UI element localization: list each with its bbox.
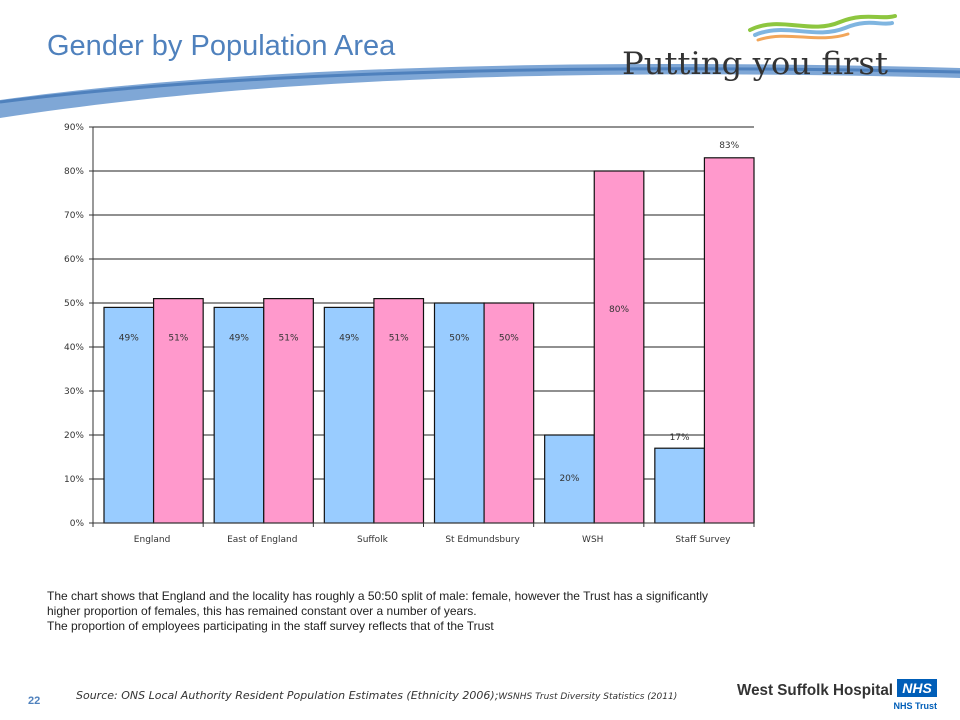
data-label: 50% [449, 333, 469, 343]
bar [152, 298, 204, 524]
data-label: 50% [499, 333, 519, 343]
y-axis-ticks: 0% 10% 20% 30% 40% 50% 60% 70% 80% 90% [64, 123, 93, 529]
gender-bar-chart: 0% 10% 20% 30% 40% 50% 60% 70% 80% 90% 49% 51% 49% 5… [64, 123, 755, 545]
y-tick-label: 50% [64, 299, 84, 309]
nhs-badge-text: NHS [902, 680, 932, 696]
y-tick-label: 90% [64, 123, 84, 133]
y-tick-label: 80% [64, 167, 84, 177]
x-category-label: WSH [582, 535, 603, 545]
bar [654, 447, 706, 524]
source-small: WSNHS Trust Diversity Statistics (2011) [498, 692, 678, 702]
y-tick-label: 60% [64, 255, 84, 265]
nhs-trust-text: NHS Trust [893, 701, 937, 711]
data-label: 80% [609, 305, 629, 315]
x-category-label: East of England [227, 535, 297, 545]
page-number: 22 [28, 695, 41, 707]
summary-line-2: The proportion of employees participatin… [47, 619, 494, 633]
bar [373, 298, 425, 524]
bar [703, 157, 755, 524]
putting-you-first-logo: Putting you first [622, 14, 897, 82]
nhs-badge [897, 679, 937, 697]
x-category-label: Suffolk [357, 535, 389, 545]
x-category-label: England [134, 535, 171, 545]
data-label: 51% [389, 333, 409, 343]
brand-logo-text: Putting you first [622, 46, 889, 82]
bar-series-2 [152, 157, 755, 524]
data-label: 51% [168, 333, 188, 343]
data-label: 49% [119, 333, 139, 343]
y-tick-label: 40% [64, 343, 84, 353]
x-category-label: Staff Survey [675, 535, 731, 545]
west-suffolk-hospital-logo: West Suffolk Hospital NHS NHS Trust [737, 679, 937, 711]
chart-bars [103, 157, 755, 524]
data-label: 51% [279, 333, 299, 343]
y-tick-label: 10% [64, 475, 84, 485]
data-label: 49% [229, 333, 249, 343]
source-note: Source: ONS Local Authority Resident Pop… [76, 689, 677, 702]
data-labels: 49% 51% 49% 51% 49% 51% 50% 50% 20% 80% 17% 83% [119, 141, 740, 484]
org-name: West Suffolk Hospital [737, 682, 893, 699]
chart-summary: The chart shows that England and the loc… [47, 589, 727, 634]
bar [544, 434, 595, 524]
summary-line-1: The chart shows that England and the loc… [47, 589, 709, 618]
x-axis-categories: England East of England Suffolk St Edmundsb… [92, 523, 755, 545]
y-tick-label: 0% [70, 519, 85, 529]
y-tick-label: 30% [64, 387, 84, 397]
y-tick-label: 20% [64, 431, 84, 441]
source-main: Source: ONS Local Authority Resident Pop… [76, 689, 499, 702]
data-label: 20% [559, 474, 579, 484]
page-title: Gender by Population Area [47, 30, 396, 62]
x-category-label: St Edmundsbury [445, 535, 520, 545]
data-label: 17% [670, 433, 690, 443]
bar [263, 298, 314, 524]
data-label: 83% [719, 141, 739, 151]
y-tick-label: 70% [64, 211, 84, 221]
bar [593, 170, 645, 524]
bar [323, 306, 375, 524]
data-label: 49% [339, 333, 359, 343]
header-swoosh [0, 63, 960, 118]
